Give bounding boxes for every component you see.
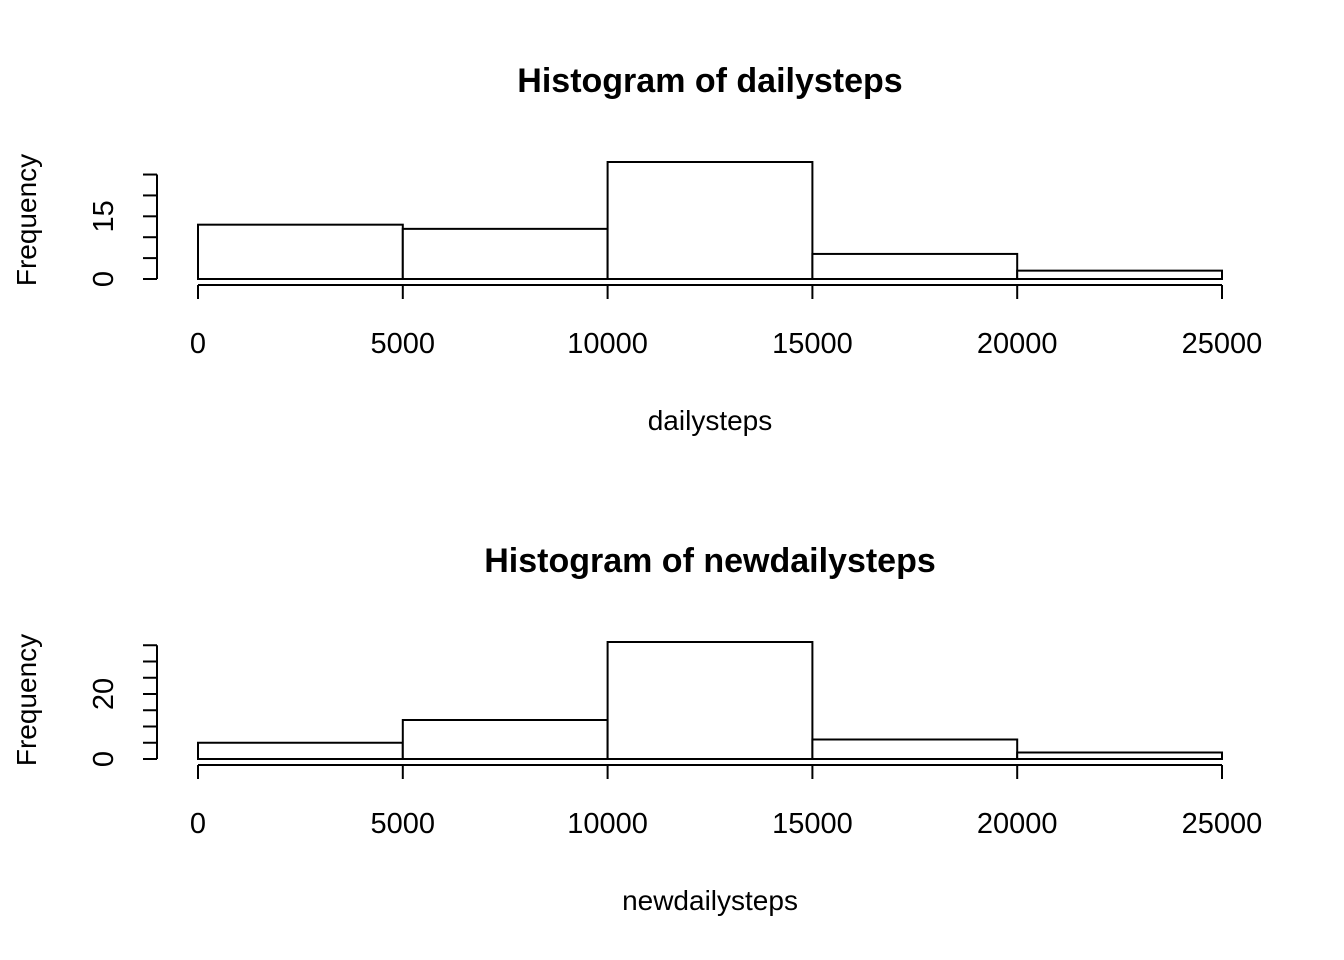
- x-tick-label: 0: [190, 808, 206, 840]
- histogram-bar: [1016, 269, 1224, 280]
- x-axis: 0 5000 10000 15000 20000 25000: [190, 764, 1263, 840]
- histogram-bar: [197, 741, 404, 760]
- x-axis-label: newdailysteps: [622, 885, 798, 916]
- chart-title: Histogram of newdailysteps: [484, 542, 936, 580]
- histogram-bar: [606, 641, 814, 760]
- x-tick-label: 5000: [371, 808, 436, 840]
- histogram-bar: [811, 252, 1019, 281]
- x-tick-label: 15000: [772, 808, 853, 840]
- histogram-bar: [1016, 751, 1224, 760]
- y-axis-label: Frequency: [11, 154, 42, 286]
- x-tick-label: 20000: [977, 328, 1058, 360]
- x-tick-label: 25000: [1182, 328, 1263, 360]
- x-tick-label: 10000: [567, 328, 648, 360]
- x-tick-label: 5000: [371, 328, 436, 360]
- histogram-bar: [197, 223, 404, 281]
- x-tick-label: 0: [190, 328, 206, 360]
- x-tick-label: 20000: [977, 808, 1058, 840]
- y-axis: 0 15: [88, 173, 158, 287]
- y-tick-label: 15: [88, 200, 120, 232]
- x-tick-label: 15000: [772, 328, 853, 360]
- histogram-bar: [401, 719, 609, 760]
- bars: [197, 641, 1224, 760]
- x-axis: 0 5000 10000 15000 20000 25000: [190, 284, 1263, 360]
- bars: [197, 161, 1224, 281]
- histogram-panel-dailysteps: Histogram of dailysteps Frequency dailys…: [11, 62, 1262, 436]
- y-tick-label: 20: [88, 678, 120, 710]
- histogram-bar: [606, 161, 814, 280]
- histogram-panel-newdailysteps: Histogram of newdailysteps Frequency new…: [11, 542, 1262, 916]
- y-tick-label: 0: [88, 271, 120, 287]
- x-tick-label: 10000: [567, 808, 648, 840]
- histogram-bar: [811, 738, 1019, 760]
- x-axis-label: dailysteps: [648, 405, 773, 436]
- chart-title: Histogram of dailysteps: [517, 62, 902, 100]
- y-axis: 0 20: [88, 644, 158, 767]
- y-tick-label: 0: [88, 751, 120, 767]
- histogram-bar: [401, 227, 609, 281]
- y-axis-label: Frequency: [11, 634, 42, 766]
- x-tick-label: 25000: [1182, 808, 1263, 840]
